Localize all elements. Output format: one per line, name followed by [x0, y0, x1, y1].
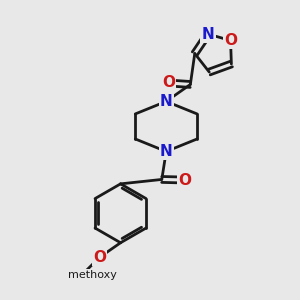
Text: methoxy: methoxy: [68, 269, 116, 280]
Text: O: O: [178, 172, 191, 188]
Text: N: N: [160, 144, 172, 159]
Text: O: O: [224, 33, 237, 48]
Text: O: O: [162, 76, 175, 91]
Text: N: N: [160, 94, 172, 109]
Text: O: O: [93, 250, 106, 265]
Text: N: N: [202, 26, 214, 41]
